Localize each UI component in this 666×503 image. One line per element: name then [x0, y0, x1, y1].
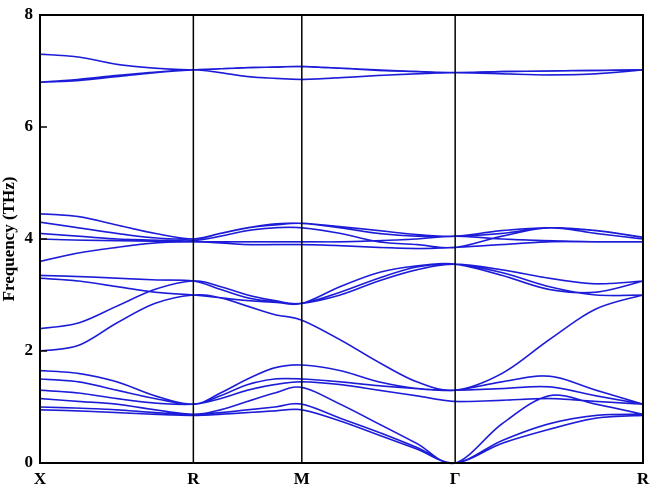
band-line: [39, 221, 644, 241]
x-tick-label: R: [637, 469, 650, 488]
y-axis-label: Frequency (THz): [0, 177, 18, 302]
band-line: [39, 408, 644, 464]
band-line: [39, 263, 644, 330]
band-line: [39, 240, 643, 263]
y-tick-label: 2: [25, 340, 34, 359]
band-line: [39, 53, 644, 74]
band-line: [39, 226, 644, 249]
x-tick-label: M: [294, 469, 310, 488]
y-tick-label: 0: [25, 452, 34, 471]
y-tick-label: 4: [25, 228, 34, 247]
band-line: [39, 262, 644, 306]
x-tick-label: R: [187, 469, 200, 488]
x-tick-label: X: [34, 469, 47, 488]
y-tick-label: 8: [25, 4, 34, 23]
x-tick-label: Γ: [450, 469, 461, 488]
y-tick-label: 6: [25, 116, 34, 135]
plot-frame: [39, 14, 644, 464]
band-line: [39, 263, 644, 305]
